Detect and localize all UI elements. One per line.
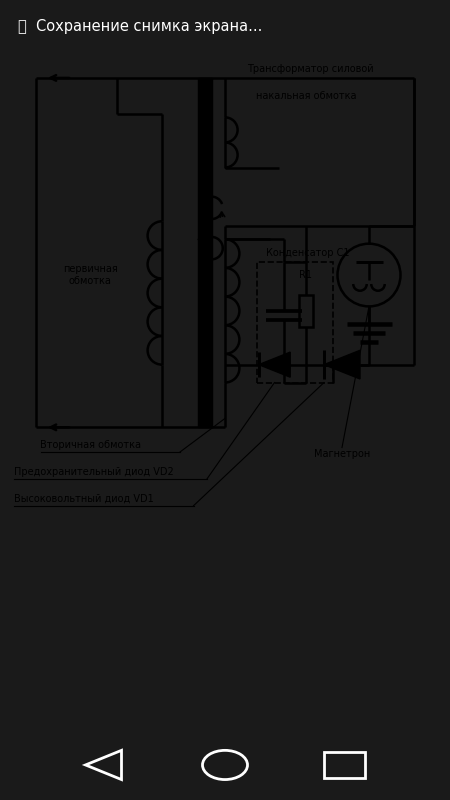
Text: Высоковольтный диод VD1: Высоковольтный диод VD1 (14, 494, 153, 504)
Text: R1: R1 (300, 270, 312, 279)
Bar (324, 752, 365, 778)
Text: Магнетрон: Магнетрон (314, 450, 370, 459)
Text: Конденсатор C1: Конденсатор C1 (266, 248, 349, 258)
Bar (198, 78, 212, 427)
Bar (256, 262, 333, 382)
Text: первичная
обмотка: первичная обмотка (63, 264, 117, 286)
Text: Предохранительный диод VD2: Предохранительный диод VD2 (14, 467, 173, 477)
Text: накальная обмотка: накальная обмотка (256, 91, 357, 101)
Polygon shape (324, 350, 360, 379)
Bar (299, 295, 313, 326)
Text: Трансформатор силовой: Трансформатор силовой (248, 64, 374, 74)
Polygon shape (259, 352, 290, 377)
Text: ⎙  Сохранение снимка экрана...: ⎙ Сохранение снимка экрана... (18, 19, 262, 34)
Text: Вторичная обмотка: Вторичная обмотка (40, 440, 141, 450)
